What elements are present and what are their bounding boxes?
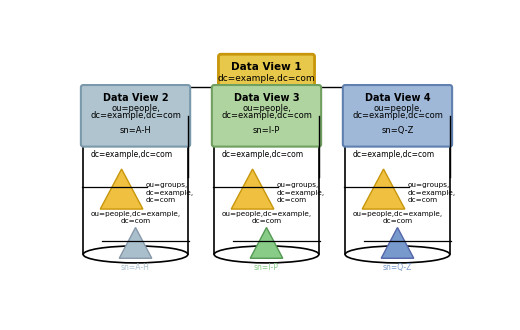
Text: sn=I-P: sn=I-P (254, 263, 279, 272)
Text: dc=example,dc=com: dc=example,dc=com (353, 150, 435, 159)
FancyBboxPatch shape (214, 135, 319, 254)
Text: Data View 1: Data View 1 (231, 62, 302, 72)
Ellipse shape (83, 127, 188, 144)
Text: ou=people,dc=example,
dc=com: ou=people,dc=example, dc=com (90, 211, 180, 224)
Text: dc=example,dc=com: dc=example,dc=com (218, 74, 315, 82)
Text: Data View 2: Data View 2 (103, 93, 168, 103)
Polygon shape (250, 227, 283, 258)
Ellipse shape (345, 127, 450, 144)
Polygon shape (362, 169, 405, 209)
Polygon shape (100, 169, 143, 209)
Text: dc=example,dc=com: dc=example,dc=com (90, 150, 173, 159)
Text: ou=people,: ou=people, (111, 104, 160, 113)
Text: dc=example,dc=com: dc=example,dc=com (352, 111, 443, 120)
Text: ou=groups,
dc=example,
dc=com: ou=groups, dc=example, dc=com (277, 182, 325, 203)
FancyBboxPatch shape (218, 54, 315, 88)
FancyBboxPatch shape (83, 135, 189, 144)
Ellipse shape (83, 127, 188, 144)
Text: ou=people,: ou=people, (373, 104, 422, 113)
Text: sn=I-P: sn=I-P (253, 126, 280, 135)
Polygon shape (119, 227, 152, 258)
Text: ou=people,dc=example,
dc=com: ou=people,dc=example, dc=com (353, 211, 443, 224)
FancyBboxPatch shape (343, 85, 452, 147)
Polygon shape (381, 227, 414, 258)
Text: ou=groups,
dc=example,
dc=com: ou=groups, dc=example, dc=com (408, 182, 456, 203)
Text: sn=Q-Z: sn=Q-Z (381, 126, 414, 135)
Text: dc=example,dc=com: dc=example,dc=com (221, 111, 312, 120)
Ellipse shape (345, 246, 450, 263)
Ellipse shape (345, 127, 450, 144)
FancyBboxPatch shape (213, 135, 320, 144)
FancyBboxPatch shape (345, 135, 450, 254)
Text: dc=example,dc=com: dc=example,dc=com (222, 150, 304, 159)
Text: sn=Q-Z: sn=Q-Z (383, 263, 412, 272)
FancyBboxPatch shape (212, 85, 321, 147)
Text: ou=groups,
dc=example,
dc=com: ou=groups, dc=example, dc=com (146, 182, 194, 203)
Text: ou=people,dc=example,
dc=com: ou=people,dc=example, dc=com (222, 211, 311, 224)
Text: ou=people,: ou=people, (242, 104, 291, 113)
Ellipse shape (214, 127, 319, 144)
FancyBboxPatch shape (83, 135, 188, 254)
Text: Data View 3: Data View 3 (233, 93, 300, 103)
Text: sn=A-H: sn=A-H (121, 263, 150, 272)
Text: dc=example,dc=com: dc=example,dc=com (90, 111, 181, 120)
Ellipse shape (214, 246, 319, 263)
Text: Data View 4: Data View 4 (365, 93, 430, 103)
Text: sn=A-H: sn=A-H (120, 126, 151, 135)
Polygon shape (231, 169, 274, 209)
Ellipse shape (83, 246, 188, 263)
FancyBboxPatch shape (344, 135, 450, 144)
Ellipse shape (214, 127, 319, 144)
FancyBboxPatch shape (81, 85, 190, 147)
